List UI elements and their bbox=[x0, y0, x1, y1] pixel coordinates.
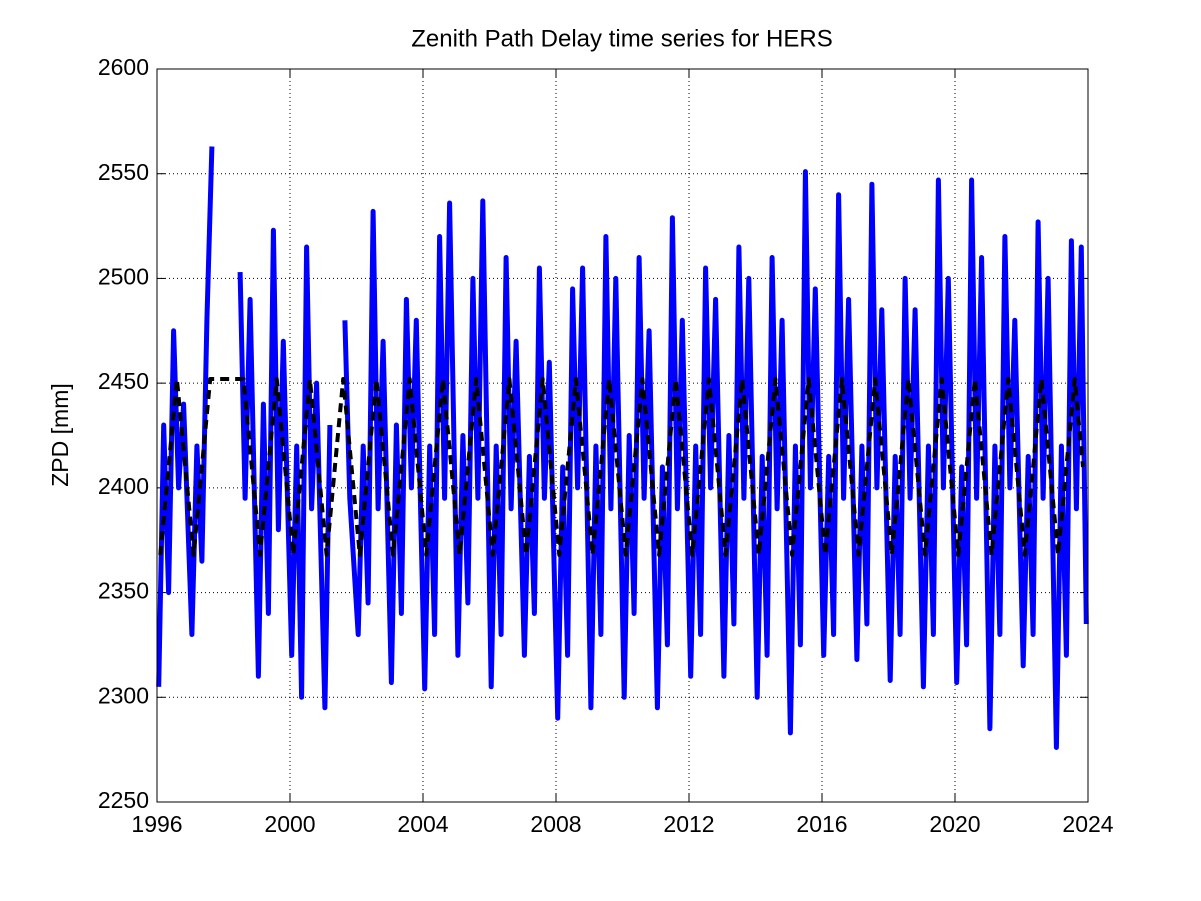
chart-title: Zenith Path Delay time series for HERS bbox=[411, 25, 833, 52]
x-tick-label: 2004 bbox=[397, 811, 448, 837]
data-line bbox=[156, 146, 1089, 750]
plot-frame bbox=[156, 68, 1089, 803]
x-tick-label: 2020 bbox=[929, 811, 980, 837]
x-tick-label: 2012 bbox=[663, 811, 714, 837]
y-axis-label: ZPD [mm] bbox=[47, 383, 73, 487]
y-tick-label: 2550 bbox=[98, 159, 149, 185]
y-tick-label: 2300 bbox=[98, 682, 149, 708]
x-tick-label: 2016 bbox=[796, 811, 847, 837]
y-tick-label: 2350 bbox=[98, 578, 149, 604]
x-tick-label: 1996 bbox=[131, 811, 182, 837]
y-tick-label: 2450 bbox=[98, 368, 149, 394]
y-tick-label: 2600 bbox=[98, 54, 149, 80]
x-tick-label: 2024 bbox=[1062, 811, 1113, 837]
fit-line bbox=[158, 377, 1085, 557]
plot-area: 2250 2300 2350 2400 2450 2500 2550 2600 1996 2000… bbox=[98, 54, 1114, 837]
y-tick-label: 2500 bbox=[98, 264, 149, 290]
y-tick-label: 2400 bbox=[98, 473, 149, 499]
y-tick-label: 2250 bbox=[98, 787, 149, 813]
x-tick-label: 2008 bbox=[530, 811, 581, 837]
x-tick-label: 2000 bbox=[264, 811, 315, 837]
